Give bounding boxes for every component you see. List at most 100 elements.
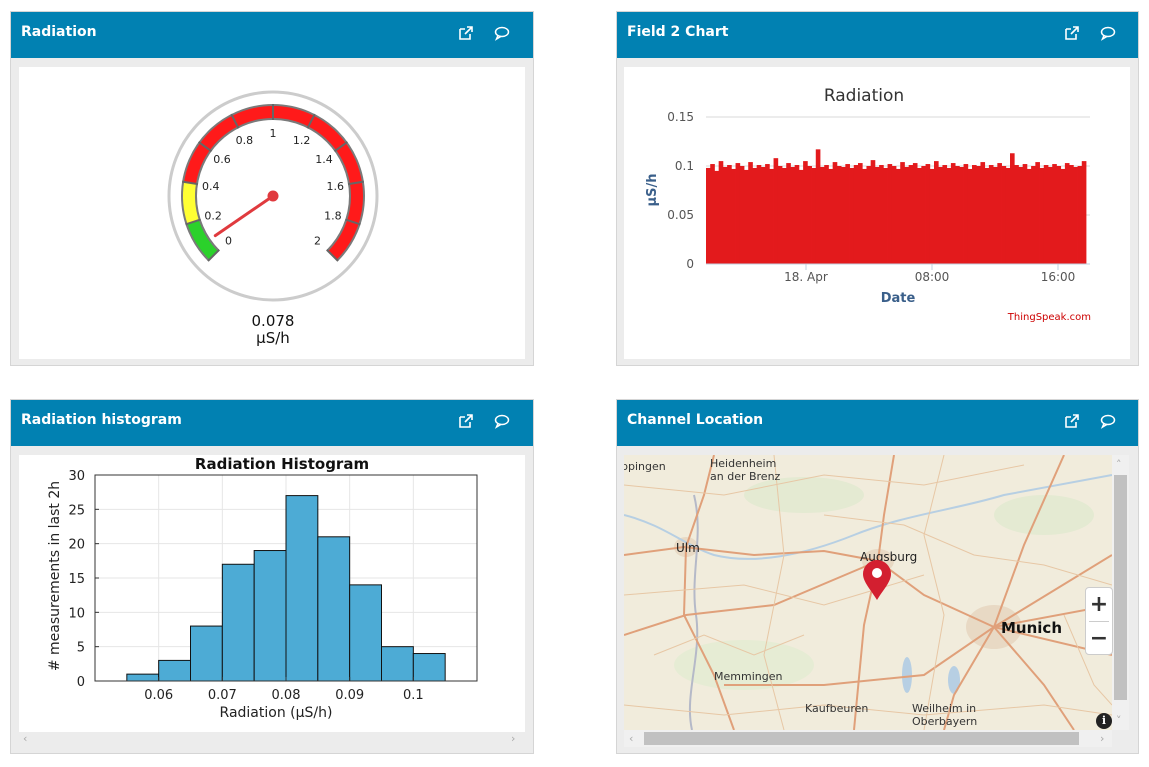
scroll-up-arrow[interactable]: ˄ [1116, 458, 1122, 471]
gauge-tick [347, 180, 365, 186]
map-label-weilheim: Weilheim in [912, 702, 976, 715]
x-tick-label: 0.1 [403, 688, 424, 703]
data-bar [1022, 164, 1028, 264]
map-label-giengen: ppingen [624, 460, 666, 473]
comment-icon[interactable] [493, 24, 511, 42]
comment-icon[interactable] [493, 412, 511, 430]
map-label-memmingen: Memmingen [714, 670, 782, 683]
gauge-tick [181, 180, 199, 186]
y-tick-label: 0.1 [675, 159, 694, 173]
radiation-histogram: 0.06 0.07 0.08 0.09 0.1 0 5 10 15 20 25 30 Radiation… [47, 455, 478, 721]
data-bar [752, 167, 758, 264]
panel-header: Field 2 Chart [617, 12, 1138, 58]
panel-title: Channel Location [627, 412, 764, 428]
scroll-right-arrow[interactable]: › [511, 732, 516, 745]
data-bar [1077, 166, 1083, 264]
vertical-scrollbar[interactable] [1112, 455, 1129, 730]
map-label-kaufbeuren: Kaufbeuren [805, 702, 868, 715]
data-bar [773, 158, 779, 264]
zoom-divider [1089, 621, 1109, 622]
data-bar [820, 166, 825, 264]
external-link-icon[interactable] [1063, 24, 1081, 42]
forest-area [744, 477, 864, 513]
map[interactable]: ppingen Heidenheim an der Brenz Ulm Augs… [624, 455, 1112, 730]
comment-icon[interactable] [1099, 412, 1117, 430]
map-body[interactable]: ppingen Heidenheim an der Brenz Ulm Augs… [624, 455, 1112, 730]
data-bar [1005, 167, 1011, 264]
external-link-icon[interactable] [457, 412, 475, 430]
gauge-tick [197, 141, 213, 153]
data-bar [993, 166, 998, 264]
gauge-tick-label: 1.8 [324, 209, 342, 222]
data-bar [841, 166, 846, 264]
location-marker-icon[interactable] [863, 560, 891, 600]
data-bar [727, 165, 732, 264]
x-tick-label: 0.09 [335, 688, 364, 703]
external-link-icon[interactable] [457, 24, 475, 42]
external-link-icon[interactable] [1063, 412, 1081, 430]
histogram-bar [349, 584, 382, 682]
data-bar [997, 163, 1002, 264]
data-bar [1052, 164, 1057, 264]
data-bar [1010, 153, 1015, 264]
x-tick-label: 08:00 [915, 270, 950, 284]
gauge-tick-label: 2 [314, 235, 321, 248]
scroll-left-arrow[interactable]: ‹ [23, 732, 28, 745]
data-bar [1069, 165, 1074, 264]
gauge-value: 0.078 [252, 312, 295, 330]
map-label-heidenheim-2: an der Brenz [710, 470, 781, 483]
comment-icon[interactable] [1099, 24, 1117, 42]
histogram-bar [285, 495, 319, 682]
data-bar [870, 160, 876, 264]
y-tick-label: 0.15 [667, 110, 694, 124]
data-bar [967, 168, 973, 264]
panel-header: Radiation histogram [11, 400, 533, 446]
gauge-tick-label: 0.8 [236, 134, 254, 147]
y-tick-label: 15 [68, 572, 85, 587]
info-icon[interactable]: i [1096, 713, 1112, 729]
chart-title: Radiation Histogram [195, 455, 369, 473]
panel-title: Field 2 Chart [627, 24, 729, 40]
gauge-tick-label: 0.2 [204, 209, 222, 222]
map-label-heidenheim: Heidenheim [710, 457, 776, 470]
data-bar [950, 163, 956, 264]
data-bar [1001, 166, 1007, 264]
zoom-out-button[interactable]: − [1089, 626, 1109, 651]
scroll-right-arrow[interactable]: › [1100, 732, 1105, 745]
gauge-tick-label: 0 [225, 235, 232, 248]
radiation-panel: Radiation 0 0.2 0.4 0.6 0.8 1 1.2 1.4 1.6 1.8 2 0.0… [10, 11, 534, 366]
data-bar [887, 164, 893, 264]
y-tick-label: 30 [68, 469, 85, 484]
data-bar [828, 168, 834, 264]
data-bar [955, 166, 960, 264]
scrollbar-thumb[interactable] [644, 732, 1079, 745]
y-tick-label: 25 [68, 503, 85, 518]
data-bar [925, 164, 931, 264]
data-bar [748, 162, 753, 264]
y-tick-label: 0 [686, 257, 694, 271]
data-bar [731, 168, 736, 264]
panel-title: Radiation histogram [21, 412, 182, 428]
data-bar [938, 166, 943, 264]
horizontal-scrollbar[interactable] [624, 730, 1112, 747]
data-bar [836, 166, 842, 264]
x-tick-label: 0.07 [208, 688, 237, 703]
data-bar [866, 166, 872, 264]
info-label: i [1101, 714, 1107, 727]
data-bar [946, 167, 952, 264]
histogram-panel: Radiation histogram 0.06 0.07 0.08 0.09 0.1 0… [10, 399, 534, 754]
data-bar [972, 165, 977, 264]
scroll-down-arrow[interactable]: ˅ [1116, 714, 1122, 727]
data-bar [879, 165, 884, 264]
data-bar [1064, 163, 1070, 264]
data-bar [1035, 162, 1040, 264]
x-axis-title: Radiation (µS/h) [220, 705, 333, 721]
x-tick-label: 0.08 [272, 688, 301, 703]
zoom-in-button[interactable]: + [1089, 592, 1109, 617]
data-bar [756, 165, 762, 264]
scrollbar-thumb[interactable] [1114, 475, 1127, 700]
scroll-left-arrow[interactable]: ‹ [629, 732, 634, 745]
data-bar [1026, 168, 1032, 264]
gauge-body: 0 0.2 0.4 0.6 0.8 1 1.2 1.4 1.6 1.8 2 0.078 µS/h [19, 67, 525, 359]
